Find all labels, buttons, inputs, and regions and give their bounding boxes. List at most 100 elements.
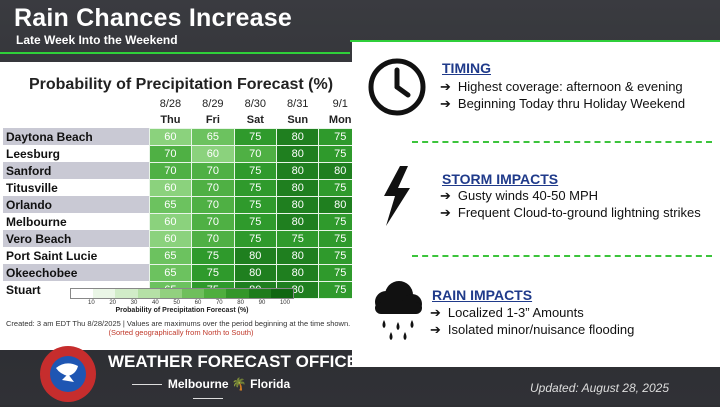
- legend-tick: 60: [194, 300, 202, 306]
- legend-ticks: 10 20 30 40 50 60 70 80 90 100: [70, 300, 294, 306]
- pop-value-cell: 60: [148, 127, 193, 146]
- pop-value-cell: 70: [191, 195, 235, 214]
- storm-bullet: ➔ Gusty winds 40-50 MPH: [440, 188, 599, 203]
- pop-value-cell: 70: [191, 229, 235, 248]
- clock-icon: [368, 58, 426, 116]
- city-name: Titusville: [3, 179, 150, 196]
- pop-value-cell: 60: [191, 144, 235, 163]
- day-header: Mon: [328, 113, 352, 126]
- palm-tree-icon: 🌴: [231, 377, 251, 391]
- pop-value-cell: 75: [233, 178, 278, 197]
- pop-value-cell: 75: [233, 212, 278, 231]
- legend-tick: 90: [258, 300, 266, 306]
- pop-value-cell: 70: [148, 144, 193, 163]
- pop-value-cell: 75: [318, 246, 362, 265]
- day-header: Fri: [205, 113, 220, 126]
- rain-impacts-title: RAIN IMPACTS: [432, 287, 533, 303]
- pop-value-cell: 80: [276, 263, 320, 282]
- day-header-row: Thu Fri Sat Sun Mon: [3, 112, 362, 128]
- table-row: Melbourne 60 70 75 80 75: [3, 212, 362, 231]
- impacts-panel: TIMING ➔ Highest coverage: afternoon & ev…: [352, 42, 720, 367]
- table-row: Okeechobee 65 75 80 80 75: [3, 263, 362, 282]
- table-row: Titusville 60 70 75 80 75: [3, 178, 362, 197]
- timing-title: TIMING: [442, 60, 491, 76]
- accent-line: [350, 40, 720, 42]
- legend-tick: 30: [130, 300, 138, 306]
- arrow-icon: ➔: [430, 305, 441, 320]
- chart-title: Probability of Precipitation Forecast (%…: [28, 76, 334, 93]
- storm-bullet: ➔ Frequent Cloud-to-ground lightning stri…: [440, 205, 701, 220]
- page-subtitle: Late Week Into the Weekend: [16, 33, 178, 47]
- pop-value-cell: 65: [148, 195, 193, 214]
- office-title: WEATHER FORECAST OFFICE: [108, 352, 358, 371]
- pop-value-cell: 80: [276, 178, 320, 197]
- pop-value-cell: 75: [318, 144, 362, 163]
- pop-value-cell: 80: [276, 212, 320, 231]
- pop-value-cell: 80: [276, 127, 320, 146]
- pop-value-cell: 80: [233, 263, 278, 282]
- date-header-row: 8/28 8/29 8/30 8/31 9/1: [3, 96, 362, 112]
- section-divider: [412, 255, 712, 257]
- pop-value-cell: 65: [191, 127, 235, 146]
- pop-value-cell: 75: [318, 127, 362, 146]
- day-header: Thu: [160, 113, 181, 126]
- legend-tick: 70: [215, 300, 223, 306]
- office-location: Melbourne 🌴 Florida: [108, 377, 308, 405]
- rain-cloud-icon: [375, 281, 422, 340]
- pop-table: 8/28 8/29 8/30 8/31 9/1 Thu Fri Sat Sun …: [3, 96, 362, 299]
- nws-logo: [40, 346, 96, 402]
- pop-value-cell: 75: [233, 161, 278, 180]
- corner-cell: [3, 112, 150, 128]
- arrow-icon: ➔: [430, 322, 441, 337]
- rain-bullet: ➔ Localized 1-3” Amounts: [430, 305, 584, 320]
- pop-value-cell: 60: [148, 212, 193, 231]
- table-row: Vero Beach 60 70 75 75 75: [3, 229, 362, 248]
- pop-value-cell: 70: [233, 144, 278, 163]
- arrow-icon: ➔: [440, 188, 451, 203]
- city-name: Sanford: [3, 162, 150, 179]
- pop-value-cell: 80: [233, 246, 278, 265]
- city-name: Okeechobee: [3, 264, 150, 281]
- legend-tick: 50: [173, 300, 180, 306]
- date-header: 8/28: [159, 98, 182, 110]
- date-header: 8/30: [244, 98, 266, 110]
- timing-bullet: ➔ Beginning Today thru Holiday Weekend: [440, 96, 686, 111]
- city-name: Melbourne: [3, 213, 150, 230]
- city-name: Port Saint Lucie: [3, 247, 150, 264]
- table-row: Daytona Beach 60 65 75 80 75: [3, 127, 362, 146]
- pop-value-cell: 80: [276, 161, 320, 180]
- storm-impacts-title: STORM IMPACTS: [442, 171, 559, 187]
- table-row: Orlando 65 70 75 80 80: [3, 195, 362, 214]
- pop-value-cell: 70: [191, 212, 235, 231]
- legend-tick: 40: [151, 300, 159, 306]
- pop-value-cell: 65: [148, 246, 193, 265]
- pop-value-cell: 80: [318, 195, 362, 214]
- pop-value-cell: 75: [318, 178, 362, 197]
- day-header: Sat: [246, 113, 264, 126]
- sorted-note: (Sorted geographically from North to Sou…: [108, 328, 254, 337]
- date-header: 8/29: [202, 98, 224, 110]
- rain-bullet: ➔ Isolated minor/nuisance flooding: [430, 322, 635, 337]
- arrow-icon: ➔: [440, 96, 451, 111]
- pop-value-cell: 60: [148, 229, 193, 248]
- city-name: Leesburg: [3, 145, 150, 162]
- pop-value-cell: 70: [148, 161, 193, 180]
- pop-value-cell: 75: [276, 229, 320, 248]
- pop-value-cell: 60: [148, 178, 193, 197]
- day-header: Sun: [287, 113, 309, 126]
- legend-tick: 10: [88, 300, 95, 306]
- pop-value-cell: 75: [233, 127, 278, 146]
- pop-value-cell: 70: [191, 178, 235, 197]
- date-header: 9/1: [332, 98, 348, 110]
- created-note: Created: 3 am EDT Thu 8/28/2025 | Values…: [6, 319, 351, 328]
- pop-value-cell: 75: [233, 229, 278, 248]
- pop-value-cell: 75: [191, 263, 235, 282]
- section-divider: [412, 141, 712, 143]
- city-name: Daytona Beach: [3, 128, 150, 145]
- pop-value-cell: 70: [191, 161, 235, 180]
- pop-value-cell: 80: [276, 195, 320, 214]
- legend-color-bar: [70, 288, 294, 299]
- pop-value-cell: 65: [148, 263, 193, 282]
- timing-bullet: ➔ Highest coverage: afternoon & evening: [440, 79, 683, 94]
- page-title: Rain Chances Increase: [14, 4, 292, 32]
